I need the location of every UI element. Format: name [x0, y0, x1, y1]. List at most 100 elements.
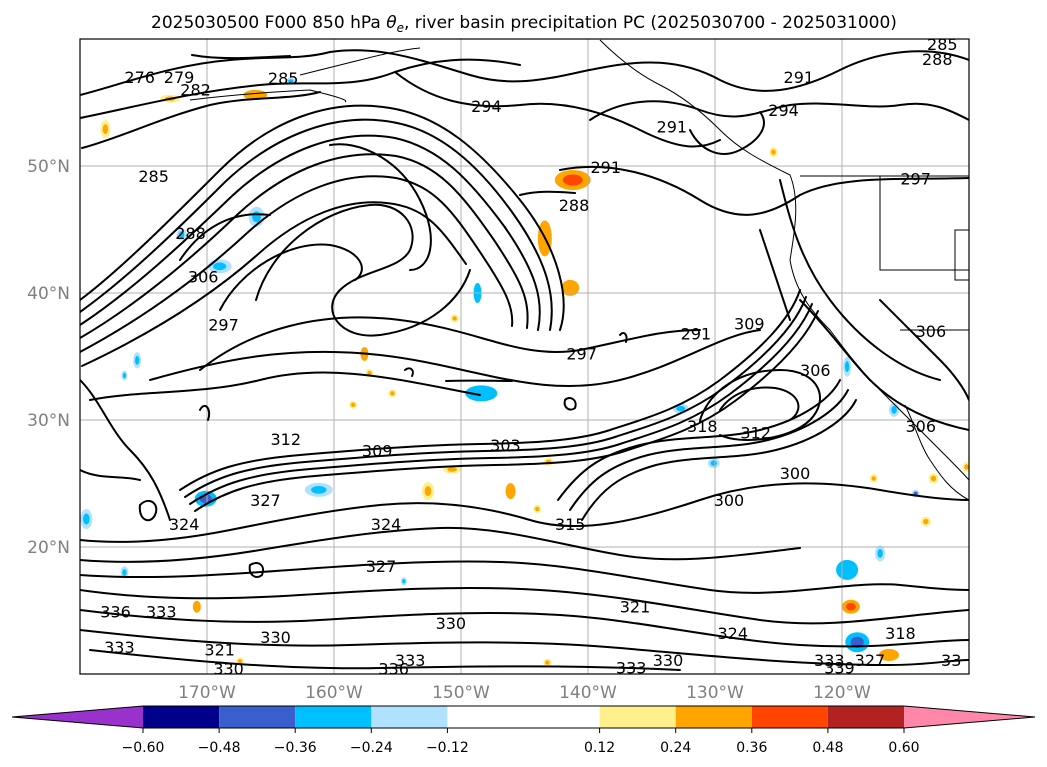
precip-patch-core — [424, 486, 432, 497]
colorbar-bin — [599, 706, 676, 728]
colorbar-tick-label: 0.48 — [812, 740, 843, 756]
precip-patch-core — [883, 651, 895, 659]
precip-patch-core — [871, 476, 876, 481]
contour-label: 336 — [378, 660, 409, 679]
contour-label: 288 — [922, 50, 953, 69]
contour-label: 285 — [138, 167, 169, 186]
lon-tick-label: 140°W — [559, 683, 617, 703]
contour-label: 318 — [885, 624, 916, 643]
contour-label: 306 — [905, 417, 936, 436]
precip-patch-core — [288, 79, 294, 83]
colorbar-tick-label: −0.48 — [198, 740, 241, 756]
contour-label: 330 — [260, 628, 291, 647]
precip-patch-core — [122, 372, 127, 379]
contour-label: 309 — [362, 441, 393, 460]
precip-patch-core — [850, 636, 864, 648]
contour-label: 282 — [180, 81, 211, 100]
map-background — [80, 39, 969, 674]
colorbar: −0.60 −0.48 −0.36 −0.24 −0.12 0.12 0.24 0.36 0.4… — [11, 705, 1036, 756]
precip-patch-core — [252, 211, 261, 223]
axis-tick-labels: 170°W 160°W 150°W 140°W 130°W 120°W 50°N 40°N 30… — [27, 157, 871, 703]
precip-patch-core — [565, 283, 576, 293]
contour-label: 300 — [780, 464, 811, 483]
colorbar-bin — [675, 706, 752, 728]
contour-label: 294 — [471, 97, 502, 116]
contour-label: 321 — [204, 641, 235, 660]
colorbar-bin — [447, 706, 600, 728]
precip-patch-core — [402, 579, 406, 584]
contour-label: 33 — [941, 651, 961, 670]
contour-labels: 276 2792822852942912912942852882912882972… — [100, 35, 961, 679]
contour-label: 324 — [169, 515, 200, 534]
precip-patch-core — [535, 506, 540, 512]
contour-label: 294 — [768, 101, 799, 120]
graticule — [80, 39, 969, 674]
precip-patch-core — [877, 548, 883, 558]
contour-label: 303 — [490, 436, 521, 455]
contour-label: 312 — [270, 430, 301, 449]
precip-patch-core — [350, 402, 356, 407]
lat-tick-label: 30°N — [27, 411, 70, 431]
colorbar-bin — [143, 706, 220, 728]
contour-label: 291 — [681, 324, 712, 343]
contour-label: 300 — [714, 491, 745, 510]
precip-patch-core — [452, 316, 457, 321]
contour-label: 297 — [566, 345, 597, 364]
contour-label: 285 — [268, 69, 299, 88]
contour-label: 339 — [824, 658, 855, 677]
map-panel: 276 2792822852942912912942852882912882972… — [27, 35, 970, 703]
colorbar-tick-label: 0.12 — [584, 740, 615, 756]
precip-patch-core — [390, 391, 395, 396]
precip-patch-core — [844, 361, 850, 373]
contour-label: 288 — [559, 196, 590, 215]
precip-patch-core — [367, 370, 372, 376]
contour-label: 327 — [250, 491, 281, 510]
contour-label: 291 — [784, 68, 815, 87]
lon-tick-label: 130°W — [686, 683, 744, 703]
contour-label: 276 — [124, 68, 155, 87]
plot-title: 2025030500 F000 850 hPa θe, river basin … — [151, 13, 897, 35]
lat-tick-label: 50°N — [27, 157, 70, 177]
precip-patch-core — [237, 659, 243, 664]
contour-label: 324 — [718, 624, 749, 643]
precip-patch-core — [841, 564, 854, 576]
contour-label: 297 — [208, 316, 239, 335]
colorbar-bin — [295, 706, 372, 728]
colorbar-bin — [371, 706, 448, 728]
precip-patch-core — [102, 124, 109, 135]
contour-label: 324 — [371, 515, 402, 534]
lat-tick-label: 40°N — [27, 284, 70, 304]
contour-label: 333 — [104, 638, 135, 657]
precip-patch-core — [83, 513, 90, 525]
colorbar-tick-label: 0.24 — [660, 740, 691, 756]
contour-label: 279 — [164, 68, 195, 87]
precip-patch-core — [771, 149, 776, 155]
contour-label: 330 — [653, 651, 684, 670]
precip-patch-core — [472, 388, 491, 398]
precip-patch-core — [194, 603, 200, 610]
contour-label: 333 — [616, 658, 647, 677]
coastlines — [189, 39, 969, 501]
lat-tick-label: 20°N — [27, 538, 70, 558]
contour-label: 297 — [900, 169, 931, 188]
precip-patch-core — [178, 231, 185, 238]
contour-label: 315 — [555, 515, 586, 534]
colorbar-extend-min — [12, 706, 143, 728]
contour-label: 333 — [395, 651, 426, 670]
precip-patch-core — [923, 518, 929, 525]
precip-patch-core — [891, 405, 897, 414]
precip-patch-core — [964, 464, 969, 470]
contour-label: 312 — [740, 423, 771, 442]
precip-patch-core — [507, 486, 514, 496]
colorbar-bin — [751, 706, 828, 728]
precip-patch-core — [213, 262, 227, 271]
contour-label: 306 — [916, 322, 947, 341]
contour-label: 291 — [591, 158, 622, 177]
precip-patch-core — [447, 467, 458, 472]
lon-tick-label: 160°W — [305, 683, 363, 703]
contour-label: 288 — [175, 224, 206, 243]
contour-label: 330 — [436, 614, 467, 633]
theta-e-contours — [80, 49, 969, 671]
precip-patch-core — [845, 602, 856, 611]
colorbar-tick-label: 0.60 — [888, 740, 919, 756]
